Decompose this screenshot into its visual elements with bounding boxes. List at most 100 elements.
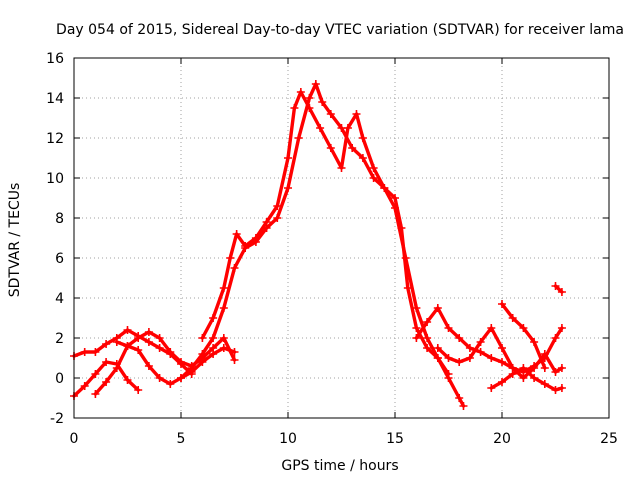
data-point [80,382,89,390]
data-point [433,304,442,312]
data-point [551,386,560,394]
data-point [540,350,549,358]
data-point [198,334,207,342]
data-point [540,380,549,388]
data-point [403,284,412,292]
y-tick-labels: -2 0 2 4 6 8 10 12 14 16 [46,51,64,427]
x-tick-label: 5 [177,431,186,447]
data-point [177,374,185,382]
data-point [219,304,228,312]
data-point [530,338,539,346]
data-point [369,174,378,182]
data-point [487,384,496,392]
data-point [508,314,517,322]
axis-ticks [73,57,610,419]
data-point [198,350,207,358]
data-point [444,324,453,332]
data-point [296,88,305,96]
data-point [326,110,335,118]
data-point [465,344,474,352]
data-point [465,354,474,362]
x-axis-label: GPS time / hours [281,458,398,474]
data-point [305,104,314,112]
series-line [553,284,564,294]
data-point [530,374,539,382]
data-point [337,164,346,172]
data-point [551,334,560,342]
y-axis-label: SDTVAR / TECUs [7,183,23,298]
x-tick-labels: 0 5 10 15 20 25 [70,431,618,447]
series-line [115,330,237,368]
data-point [311,80,320,88]
data-point [487,324,496,332]
data-point [230,356,239,364]
data-point [498,358,506,366]
data-point [102,378,111,386]
data-point [551,368,560,376]
data-point [498,300,506,308]
y-tick-label: 4 [55,291,64,307]
data-point [134,334,143,342]
data-point [91,370,100,378]
y-tick-label: 12 [46,131,64,147]
data-point [380,184,389,192]
data-point [284,154,292,162]
x-tick-label: 10 [279,431,297,447]
data-point [352,110,361,118]
data-point [230,264,239,272]
data-point [557,364,566,372]
plot-area [70,80,566,410]
data-point [219,284,228,292]
data-point [519,374,528,382]
data-point [508,370,517,378]
chart-title: Day 054 of 2015, Sidereal Day-to-day VTE… [56,22,624,38]
data-point [155,334,164,342]
data-point [433,354,442,362]
data-point [187,364,196,372]
data-point [123,326,132,334]
data-point [498,378,506,386]
y-tick-label: 16 [46,51,64,67]
data-point [326,144,335,152]
data-point [209,314,218,322]
data-point [262,218,271,226]
data-point [232,230,241,238]
data-point [557,288,566,296]
data-point [455,358,464,366]
data-point [519,364,528,372]
data-point [177,358,185,366]
data-point [144,362,153,370]
data-point [476,338,485,346]
y-tick-label: -2 [50,411,64,427]
data-point [123,376,132,384]
series-main-arc-2 [198,88,453,378]
data-point [226,254,235,262]
data-point [318,98,327,106]
grid [74,58,609,418]
x-tick-label: 25 [600,431,618,447]
data-point [444,354,453,362]
data-point [251,234,260,242]
data-point [155,344,164,352]
data-point [444,370,453,378]
data-point [423,344,432,352]
series-line [200,90,451,376]
data-point [209,344,218,352]
data-point [358,134,367,142]
data-point [397,224,406,232]
x-tick-label: 20 [493,431,511,447]
data-point [487,354,496,362]
data-point [459,402,468,410]
data-point [273,202,282,210]
data-point [455,394,464,402]
plot-frame [73,57,610,419]
data-point [112,338,121,346]
data-point [102,340,111,348]
data-point [348,144,357,152]
data-point [412,334,421,342]
data-point [134,346,143,354]
data-point [557,384,566,392]
data-point [305,94,314,102]
data-point [316,124,325,132]
data-point [134,386,143,394]
